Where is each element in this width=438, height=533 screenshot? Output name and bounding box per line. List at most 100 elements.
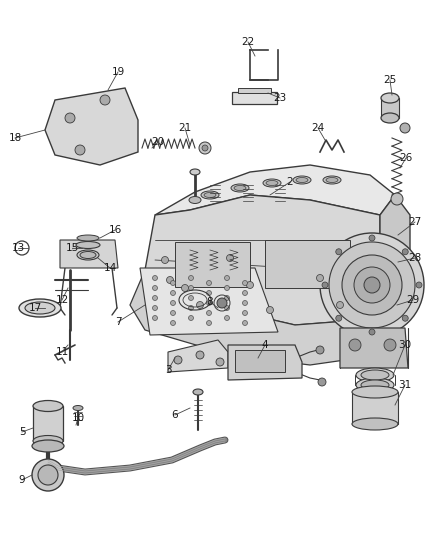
Circle shape [174, 356, 182, 364]
Circle shape [206, 311, 212, 316]
Ellipse shape [361, 370, 389, 380]
Text: 24: 24 [311, 123, 325, 133]
Text: 4: 4 [261, 340, 268, 350]
Text: 10: 10 [71, 413, 85, 423]
Circle shape [416, 282, 422, 288]
Text: 12: 12 [55, 295, 69, 305]
Circle shape [202, 145, 208, 151]
Ellipse shape [326, 177, 338, 182]
Text: 30: 30 [399, 340, 412, 350]
Text: 2: 2 [287, 177, 293, 187]
Ellipse shape [33, 435, 63, 447]
Circle shape [225, 316, 230, 320]
Circle shape [243, 290, 247, 295]
Circle shape [349, 339, 361, 351]
Ellipse shape [73, 406, 83, 410]
Text: 25: 25 [383, 75, 397, 85]
Circle shape [266, 306, 273, 313]
Circle shape [188, 286, 194, 290]
Circle shape [197, 302, 204, 309]
Circle shape [364, 277, 380, 293]
Ellipse shape [234, 185, 246, 190]
Circle shape [152, 305, 158, 311]
Circle shape [402, 315, 408, 321]
Ellipse shape [361, 380, 389, 390]
Ellipse shape [77, 235, 99, 241]
Circle shape [322, 282, 328, 288]
Ellipse shape [381, 113, 399, 123]
Circle shape [369, 235, 375, 241]
Text: 6: 6 [172, 410, 178, 420]
Ellipse shape [263, 179, 281, 187]
Text: 7: 7 [115, 317, 121, 327]
Circle shape [336, 302, 343, 309]
Circle shape [316, 346, 324, 354]
Circle shape [225, 286, 230, 290]
Circle shape [336, 249, 342, 255]
Ellipse shape [19, 299, 61, 317]
Circle shape [206, 280, 212, 286]
Ellipse shape [33, 400, 63, 411]
Ellipse shape [323, 176, 341, 184]
Circle shape [162, 256, 169, 263]
Text: 11: 11 [55, 347, 69, 357]
Ellipse shape [76, 241, 100, 248]
Ellipse shape [381, 93, 399, 103]
Ellipse shape [204, 192, 216, 198]
Circle shape [243, 320, 247, 326]
Circle shape [342, 255, 402, 315]
Circle shape [216, 358, 224, 366]
Circle shape [206, 290, 212, 295]
Circle shape [402, 249, 408, 255]
Text: 29: 29 [406, 295, 420, 305]
Circle shape [166, 277, 173, 284]
Text: 14: 14 [103, 263, 117, 273]
Text: 26: 26 [399, 153, 413, 163]
Bar [235, 350, 285, 372]
Circle shape [336, 315, 342, 321]
Circle shape [196, 351, 204, 359]
Circle shape [206, 320, 212, 326]
Polygon shape [145, 195, 380, 325]
Circle shape [188, 295, 194, 301]
Text: 19: 19 [111, 67, 125, 77]
Ellipse shape [356, 378, 394, 392]
Polygon shape [380, 195, 410, 330]
Circle shape [65, 113, 75, 123]
Circle shape [170, 311, 176, 316]
Circle shape [317, 274, 324, 281]
Ellipse shape [352, 386, 398, 398]
Circle shape [318, 378, 326, 386]
Circle shape [369, 329, 375, 335]
Circle shape [400, 123, 410, 133]
Circle shape [170, 301, 176, 305]
Circle shape [243, 311, 247, 316]
Polygon shape [140, 268, 278, 335]
Text: 17: 17 [28, 303, 42, 313]
Text: 31: 31 [399, 380, 412, 390]
Bar [232, 92, 277, 104]
Circle shape [243, 301, 247, 305]
Circle shape [75, 145, 85, 155]
Circle shape [217, 298, 227, 308]
Circle shape [225, 276, 230, 280]
Bar [238, 88, 271, 93]
Text: 22: 22 [241, 37, 254, 47]
Circle shape [170, 320, 176, 326]
Text: 21: 21 [178, 123, 192, 133]
Polygon shape [228, 345, 302, 380]
Text: 23: 23 [273, 93, 286, 103]
Circle shape [206, 301, 212, 305]
Circle shape [152, 286, 158, 290]
Circle shape [320, 233, 424, 337]
Circle shape [384, 339, 396, 351]
Circle shape [329, 242, 415, 328]
Ellipse shape [80, 252, 96, 259]
Bar [175, 242, 250, 287]
Text: 8: 8 [207, 297, 213, 307]
Ellipse shape [296, 177, 308, 182]
Ellipse shape [32, 440, 64, 452]
Polygon shape [168, 340, 228, 372]
Circle shape [199, 142, 211, 154]
Ellipse shape [201, 191, 219, 199]
